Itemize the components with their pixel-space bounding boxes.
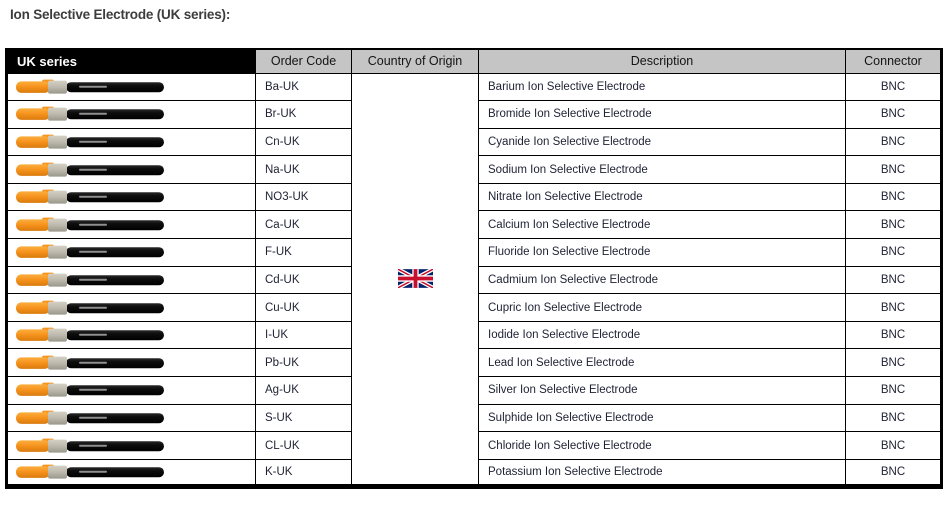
- description-cell: Potassium Ion Selective Electrode: [478, 458, 846, 488]
- electrode-image-cell: [6, 127, 256, 157]
- table-row: K-UK Potassium Ion Selective Electrode B…: [6, 458, 942, 488]
- connector-cell: BNC: [845, 127, 942, 157]
- order-code-cell: Ca-UK: [255, 210, 352, 240]
- electrode-product-image: [16, 355, 164, 370]
- order-code-cell: I-UK: [255, 320, 352, 350]
- table-row: I-UK Iodide Ion Selective Electrode BNC: [6, 320, 942, 350]
- description-cell: Bromide Ion Selective Electrode: [478, 100, 846, 129]
- connector-cell: BNC: [845, 182, 942, 212]
- electrode-image-cell: [6, 320, 256, 350]
- column-header-country-of-origin: Country of Origin: [351, 48, 479, 74]
- description-cell: Cyanide Ion Selective Electrode: [478, 127, 846, 157]
- order-code-cell: Pb-UK: [255, 348, 352, 378]
- electrode-product-image: [16, 272, 164, 287]
- description-cell: Barium Ion Selective Electrode: [478, 72, 846, 102]
- order-code-cell: S-UK: [255, 403, 352, 433]
- table-row: CL-UK Chloride Ion Selective Electrode B…: [6, 431, 942, 460]
- connector-cell: BNC: [845, 431, 942, 460]
- electrode-image-cell: [6, 376, 256, 405]
- order-code-cell: Br-UK: [255, 100, 352, 129]
- table-row: Cd-UK Cadmium Ion Selective Electrode BN…: [6, 265, 942, 295]
- description-cell: Cupric Ion Selective Electrode: [478, 293, 846, 322]
- order-code-cell: Ag-UK: [255, 376, 352, 405]
- order-code-cell: F-UK: [255, 238, 352, 267]
- description-cell: Chloride Ion Selective Electrode: [478, 431, 846, 460]
- description-cell: Iodide Ion Selective Electrode: [478, 320, 846, 350]
- column-header-uk-series: UK series: [6, 48, 256, 74]
- electrode-product-image: [16, 327, 164, 342]
- order-code-cell: K-UK: [255, 458, 352, 488]
- electrode-image-cell: [6, 458, 256, 488]
- order-code-cell: Ba-UK: [255, 72, 352, 102]
- table-row: S-UK Sulphide Ion Selective Electrode BN…: [6, 403, 942, 433]
- description-cell: Fluoride Ion Selective Electrode: [478, 238, 846, 267]
- electrode-image-cell: [6, 293, 256, 322]
- uk-flag-icon: [398, 269, 433, 288]
- electrode-image-cell: [6, 72, 256, 102]
- table-row: Pb-UK Lead Ion Selective Electrode BNC: [6, 348, 942, 378]
- table-row: F-UK Fluoride Ion Selective Electrode BN…: [6, 238, 942, 267]
- connector-cell: BNC: [845, 238, 942, 267]
- description-cell: Calcium Ion Selective Electrode: [478, 210, 846, 240]
- connector-cell: BNC: [845, 155, 942, 184]
- table-header-row: UK series Order Code Country of Origin D…: [6, 48, 942, 74]
- description-cell: Nitrate Ion Selective Electrode: [478, 182, 846, 212]
- table-row: Na-UK Sodium Ion Selective Electrode BNC: [6, 155, 942, 184]
- electrode-product-image: [16, 464, 164, 479]
- order-code-cell: Na-UK: [255, 155, 352, 184]
- electrode-product-image: [16, 162, 164, 177]
- electrode-image-cell: [6, 182, 256, 212]
- electrode-product-image: [16, 438, 164, 453]
- electrode-image-cell: [6, 100, 256, 129]
- country-of-origin-cell: [351, 72, 479, 488]
- connector-cell: BNC: [845, 458, 942, 488]
- connector-cell: BNC: [845, 265, 942, 295]
- electrode-image-cell: [6, 210, 256, 240]
- order-code-cell: Cd-UK: [255, 265, 352, 295]
- table-row: Br-UK Bromide Ion Selective Electrode BN…: [6, 100, 942, 129]
- electrode-product-image: [16, 410, 164, 425]
- order-code-cell: CL-UK: [255, 431, 352, 460]
- table-row: Ba-UK Barium Ion Selective Electrode BNC: [6, 72, 942, 488]
- description-cell: Cadmium Ion Selective Electrode: [478, 265, 846, 295]
- electrode-image-cell: [6, 265, 256, 295]
- table-row: Cu-UK Cupric Ion Selective Electrode BNC: [6, 293, 942, 322]
- order-code-cell: NO3-UK: [255, 182, 352, 212]
- electrode-product-image: [16, 106, 164, 121]
- electrode-image-cell: [6, 238, 256, 267]
- order-code-cell: Cu-UK: [255, 293, 352, 322]
- column-header-order-code: Order Code: [255, 48, 352, 74]
- electrode-product-image: [16, 79, 164, 94]
- connector-cell: BNC: [845, 210, 942, 240]
- connector-cell: BNC: [845, 293, 942, 322]
- description-cell: Lead Ion Selective Electrode: [478, 348, 846, 378]
- connector-cell: BNC: [845, 348, 942, 378]
- electrode-product-image: [16, 134, 164, 149]
- column-header-connector: Connector: [845, 48, 942, 74]
- column-header-description: Description: [478, 48, 846, 74]
- electrode-product-image: [16, 217, 164, 232]
- electrode-image-cell: [6, 348, 256, 378]
- connector-cell: BNC: [845, 320, 942, 350]
- connector-cell: BNC: [845, 72, 942, 102]
- electrode-product-image: [16, 244, 164, 259]
- page-title: Ion Selective Electrode (UK series):: [10, 7, 231, 22]
- electrode-product-image: [16, 300, 164, 315]
- electrode-product-image: [16, 382, 164, 397]
- connector-cell: BNC: [845, 403, 942, 433]
- table-row: Ag-UK Silver Ion Selective Electrode BNC: [6, 376, 942, 405]
- connector-cell: BNC: [845, 100, 942, 129]
- electrode-product-image: [16, 189, 164, 204]
- electrode-image-cell: [6, 431, 256, 460]
- table-row: Cn-UK Cyanide Ion Selective Electrode BN…: [6, 127, 942, 157]
- electrode-table: UK series Order Code Country of Origin D…: [5, 48, 943, 490]
- connector-cell: BNC: [845, 376, 942, 405]
- electrode-image-cell: [6, 155, 256, 184]
- description-cell: Silver Ion Selective Electrode: [478, 376, 846, 405]
- description-cell: Sulphide Ion Selective Electrode: [478, 403, 846, 433]
- order-code-cell: Cn-UK: [255, 127, 352, 157]
- description-cell: Sodium Ion Selective Electrode: [478, 155, 846, 184]
- electrode-image-cell: [6, 403, 256, 433]
